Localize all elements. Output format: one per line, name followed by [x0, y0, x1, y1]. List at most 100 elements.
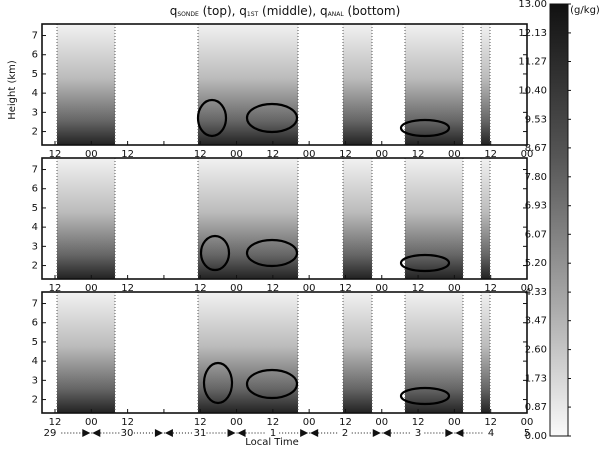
data-region	[405, 24, 463, 145]
data-region	[57, 292, 115, 413]
x-tick-label: 00	[448, 283, 461, 294]
y-tick-label: 3	[32, 375, 38, 386]
title-part: q	[170, 4, 178, 18]
colorbar	[549, 3, 569, 437]
y-tick-label: 7	[32, 31, 38, 42]
highlight-ellipse	[399, 118, 451, 138]
data-region	[481, 292, 490, 413]
x-tick-label: 00	[303, 283, 316, 294]
y-tick-label: 2	[32, 261, 38, 272]
y-axis-label: Height (km)	[7, 60, 18, 120]
x-tick-label: 00	[448, 417, 461, 428]
day-label: 4	[488, 428, 494, 439]
colorbar-tick-label: 7.80	[525, 172, 547, 183]
title-part: SONDE	[177, 11, 199, 18]
data-region	[481, 24, 490, 145]
highlight-ellipse	[245, 102, 299, 134]
data-region	[343, 158, 372, 279]
x-tick-label: 12	[121, 283, 134, 294]
y-tick-label: 4	[32, 222, 38, 233]
data-region	[198, 158, 298, 279]
x-tick-label: 12	[121, 417, 134, 428]
highlight-ellipse	[245, 238, 299, 268]
colorbar-tick-label: 8.67	[525, 143, 547, 154]
colorbar-tick-label: 11.27	[518, 56, 547, 67]
panel-frame	[41, 291, 528, 414]
data-region	[481, 158, 490, 279]
colorbar-tick-label: 4.33	[525, 287, 547, 298]
x-tick-label: 12	[194, 283, 207, 294]
x-tick-label: 00	[521, 283, 534, 294]
day-label: 1	[270, 428, 276, 439]
title-part: (middle),	[258, 4, 320, 18]
y-tick-label: 3	[32, 107, 38, 118]
x-tick-label: 00	[303, 149, 316, 160]
colorbar-tick-label: 12.13	[518, 28, 547, 39]
y-tick-label: 2	[32, 395, 38, 406]
highlight-ellipse	[399, 386, 451, 406]
title-part: q	[239, 4, 247, 18]
x-tick-label: 00	[85, 417, 98, 428]
x-tick-label: 12	[121, 149, 134, 160]
x-tick-label: 12	[49, 417, 62, 428]
y-tick-label: 5	[32, 203, 38, 214]
x-tick-label: 00	[375, 283, 388, 294]
colorbar-tick-label: 5.20	[525, 258, 547, 269]
y-tick-label: 6	[32, 50, 38, 61]
x-tick-label: 12	[412, 283, 425, 294]
colorbar-tick-label: 6.93	[525, 201, 547, 212]
y-tick-label: 6	[32, 318, 38, 329]
colorbar-tick-label: 9.53	[525, 114, 547, 125]
y-tick-label: 7	[32, 165, 38, 176]
x-tick-label: 12	[339, 417, 352, 428]
highlight-ellipse	[399, 253, 451, 273]
x-tick-label: 12	[412, 417, 425, 428]
day-label: 31	[194, 428, 207, 439]
x-tick-label: 12	[484, 417, 497, 428]
title-part: q	[320, 4, 328, 18]
title-part: (top),	[199, 4, 239, 18]
data-region	[57, 158, 115, 279]
x-tick-label: 12	[484, 283, 497, 294]
y-tick-label: 5	[32, 69, 38, 80]
data-region	[405, 292, 463, 413]
colorbar-tick-label: 0.87	[525, 402, 547, 413]
day-label: 3	[415, 428, 421, 439]
x-tick-label: 12	[412, 149, 425, 160]
highlight-ellipse	[245, 368, 299, 400]
title-part: ANAL	[328, 11, 345, 18]
colorbar-tick-label: 1.73	[525, 374, 547, 385]
x-tick-label: 12	[484, 149, 497, 160]
x-tick-label: 00	[521, 149, 534, 160]
panel-frame	[41, 23, 528, 146]
data-region	[343, 24, 372, 145]
day-label: 2	[342, 428, 348, 439]
data-region	[198, 24, 298, 145]
x-tick-label: 00	[521, 417, 534, 428]
data-region	[198, 292, 298, 413]
x-tick-label: 12	[339, 149, 352, 160]
colorbar-tick-label: 0.00	[525, 431, 547, 442]
x-tick-label: 00	[85, 283, 98, 294]
data-region	[405, 158, 463, 279]
y-tick-label: 6	[32, 184, 38, 195]
day-label: 29	[44, 428, 57, 439]
colorbar-tick-label: 3.47	[525, 316, 547, 327]
x-tick-label: 00	[448, 149, 461, 160]
data-region	[57, 24, 115, 145]
x-tick-label: 12	[266, 149, 279, 160]
x-tick-label: 00	[230, 283, 243, 294]
colorbar-tick-label: 13.00	[518, 0, 547, 10]
highlight-ellipse	[196, 98, 228, 138]
colorbar-label: (g/kg)	[570, 5, 600, 16]
y-tick-label: 5	[32, 337, 38, 348]
x-tick-label: 00	[85, 149, 98, 160]
title-part: 1ST	[247, 11, 259, 18]
x-tick-label: 12	[266, 417, 279, 428]
day-label: 30	[121, 428, 134, 439]
x-tick-label: 12	[266, 283, 279, 294]
chart-title: qSONDE (top), q1ST (middle), qANAL (bott…	[170, 4, 401, 18]
y-tick-label: 2	[32, 127, 38, 138]
y-tick-label: 4	[32, 356, 38, 367]
